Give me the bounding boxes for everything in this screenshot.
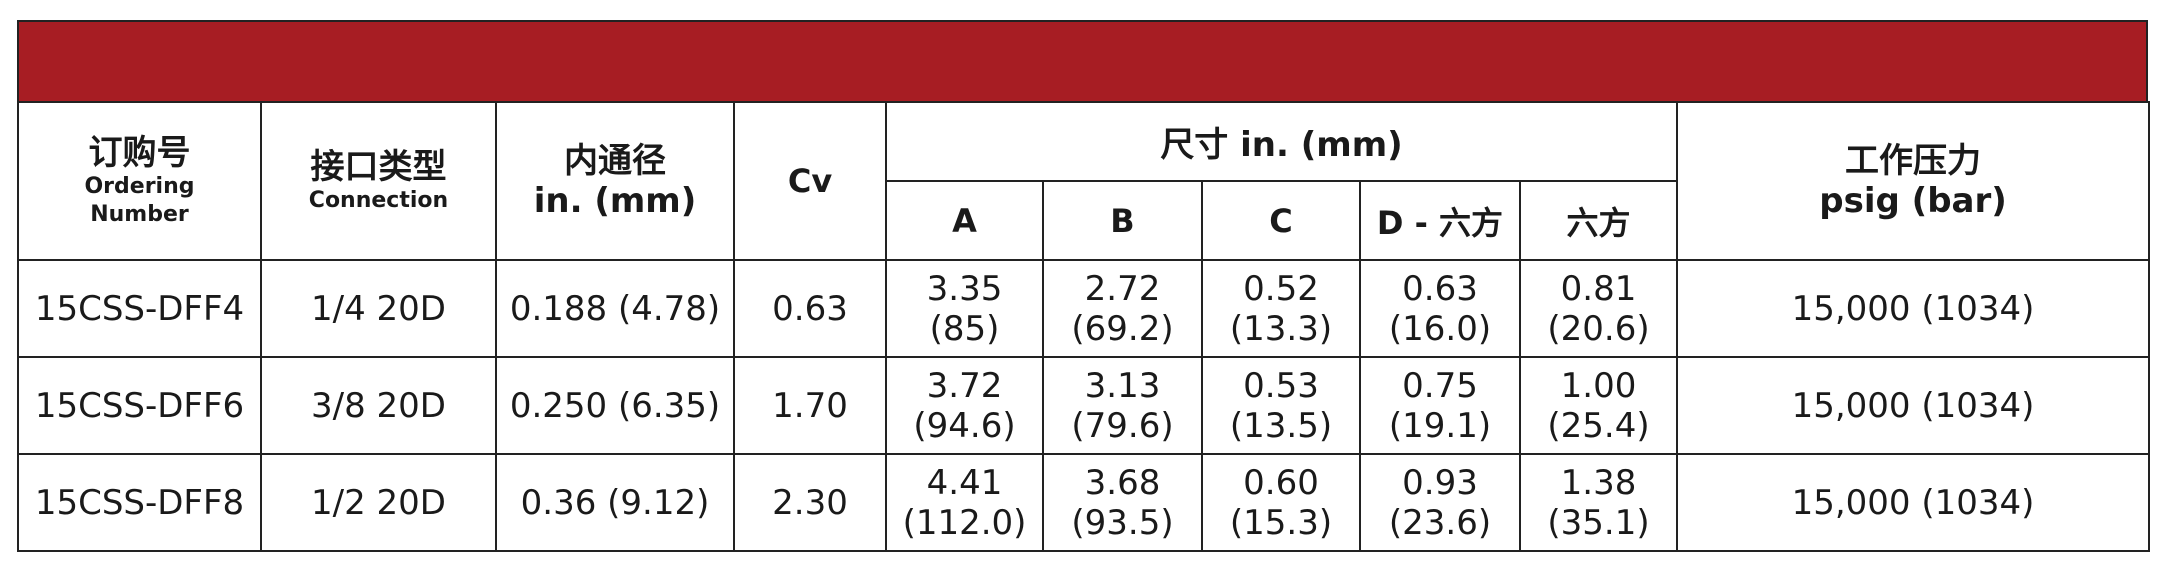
cell-pressure: 15,000 (1034): [1676, 453, 2151, 552]
cell-hex: 0.81 (20.6): [1518, 259, 1679, 358]
cell-d-in: 0.93: [1402, 462, 1478, 503]
cell-b-in: 3.13: [1084, 365, 1161, 406]
cell-ordering: 15CSS-DFF6: [17, 356, 262, 455]
cell-d-in: 0.75: [1402, 365, 1478, 406]
cell-b-mm: (93.5): [1071, 502, 1174, 543]
cell-bore: 0.188 (4.78): [495, 259, 735, 358]
header-bore: 内通径 in. (mm): [495, 101, 735, 261]
cell-bore: 0.250 (6.35): [495, 356, 735, 455]
cell-c-mm: (13.3): [1229, 308, 1333, 349]
ordering-en-2: Number: [90, 202, 189, 227]
table-row: 15CSS-DFF6 3/8 20D 0.250 (6.35) 1.70 3.7…: [17, 356, 2151, 455]
cell-c: 0.60 (15.3): [1201, 453, 1361, 552]
cell-a-mm: (85): [929, 308, 1000, 349]
cell-ordering: 15CSS-DFF4: [17, 259, 262, 358]
header-col-d: D - 六方: [1359, 180, 1521, 261]
cell-hex-mm: (25.4): [1547, 405, 1650, 446]
cell-hex: 1.38 (35.1): [1518, 453, 1679, 552]
cell-d: 0.93 (23.6): [1359, 453, 1521, 552]
header-col-c: C: [1201, 180, 1361, 261]
header-cv: Cv: [733, 101, 887, 261]
cell-hex-in: 1.38: [1560, 462, 1637, 503]
cell-connection: 3/8 20D: [260, 356, 497, 455]
cell-b-in: 2.72: [1084, 268, 1161, 309]
connection-zh: 接口类型: [310, 147, 447, 187]
cell-cv: 1.70: [733, 356, 887, 455]
ordering-zh: 订购号: [88, 133, 191, 173]
header-connection: 接口类型 Connection: [260, 101, 497, 261]
cell-a-in: 4.41: [926, 462, 1003, 503]
connection-en: Connection: [308, 188, 449, 213]
header-col-a: A: [885, 180, 1044, 261]
cell-ordering: 15CSS-DFF8: [17, 453, 262, 552]
pressure-zh: 工作压力: [1845, 141, 1982, 181]
spec-table-container: 订购号 Ordering Number 接口类型 Connection 内通径 …: [17, 20, 2151, 552]
cell-hex-mm: (35.1): [1547, 502, 1650, 543]
cell-hex-in: 0.81: [1560, 268, 1637, 309]
cell-a-in: 3.72: [926, 365, 1003, 406]
bore-zh: 内通径: [564, 141, 666, 181]
cell-c-in: 0.52: [1243, 268, 1319, 309]
cell-a: 3.35 (85): [885, 259, 1044, 358]
cell-bore: 0.36 (9.12): [495, 453, 735, 552]
header-col-hex: 六方: [1518, 180, 1679, 261]
cell-b: 3.68 (93.5): [1042, 453, 1203, 552]
cell-a-in: 3.35: [926, 268, 1003, 309]
cell-b-mm: (69.2): [1071, 308, 1174, 349]
cell-b: 3.13 (79.6): [1042, 356, 1203, 455]
cell-d: 0.75 (19.1): [1359, 356, 1521, 455]
cell-cv: 2.30: [733, 453, 887, 552]
cell-pressure: 15,000 (1034): [1676, 259, 2151, 358]
ordering-en-1: Ordering: [84, 174, 195, 199]
cell-a-mm: (112.0): [902, 502, 1027, 543]
cell-c-in: 0.60: [1243, 462, 1319, 503]
cell-c-in: 0.53: [1243, 365, 1319, 406]
header-col-b: B: [1042, 180, 1203, 261]
cell-b: 2.72 (69.2): [1042, 259, 1203, 358]
cell-d-in: 0.63: [1402, 268, 1478, 309]
cell-connection: 1/2 20D: [260, 453, 497, 552]
spec-table: 订购号 Ordering Number 接口类型 Connection 内通径 …: [17, 101, 2151, 552]
header-row-2: A B C D - 六方 六方: [18, 180, 2149, 261]
cell-hex: 1.00 (25.4): [1518, 356, 1679, 455]
cell-a-mm: (94.6): [913, 405, 1016, 446]
cell-d: 0.63 (16.0): [1359, 259, 1521, 358]
cell-c-mm: (15.3): [1229, 502, 1333, 543]
cell-b-mm: (79.6): [1071, 405, 1174, 446]
cell-d-mm: (19.1): [1388, 405, 1492, 446]
cell-b-in: 3.68: [1084, 462, 1161, 503]
cell-a: 3.72 (94.6): [885, 356, 1044, 455]
cell-a: 4.41 (112.0): [885, 453, 1044, 552]
cell-pressure: 15,000 (1034): [1676, 356, 2151, 455]
table-row: 15CSS-DFF8 1/2 20D 0.36 (9.12) 2.30 4.41…: [17, 453, 2151, 552]
header-pressure: 工作压力 psig (bar): [1676, 101, 2151, 261]
cell-hex-mm: (20.6): [1547, 308, 1650, 349]
cell-hex-in: 1.00: [1560, 365, 1637, 406]
cell-c: 0.53 (13.5): [1201, 356, 1361, 455]
cell-d-mm: (16.0): [1388, 308, 1492, 349]
title-banner: [17, 20, 2148, 101]
header-row-1: 订购号 Ordering Number 接口类型 Connection 内通径 …: [17, 101, 2151, 261]
header-ordering-number: 订购号 Ordering Number: [17, 101, 262, 261]
bore-unit: in. (mm): [533, 181, 697, 221]
table-row: 15CSS-DFF4 1/4 20D 0.188 (4.78) 0.63 3.3…: [17, 259, 2151, 358]
cell-connection: 1/4 20D: [260, 259, 497, 358]
cell-d-mm: (23.6): [1388, 502, 1492, 543]
cell-c: 0.52 (13.3): [1201, 259, 1361, 358]
cell-c-mm: (13.5): [1229, 405, 1333, 446]
cell-cv: 0.63: [733, 259, 887, 358]
pressure-unit: psig (bar): [1819, 181, 2007, 221]
header-dimensions: 尺寸 in. (mm): [884, 101, 1679, 182]
